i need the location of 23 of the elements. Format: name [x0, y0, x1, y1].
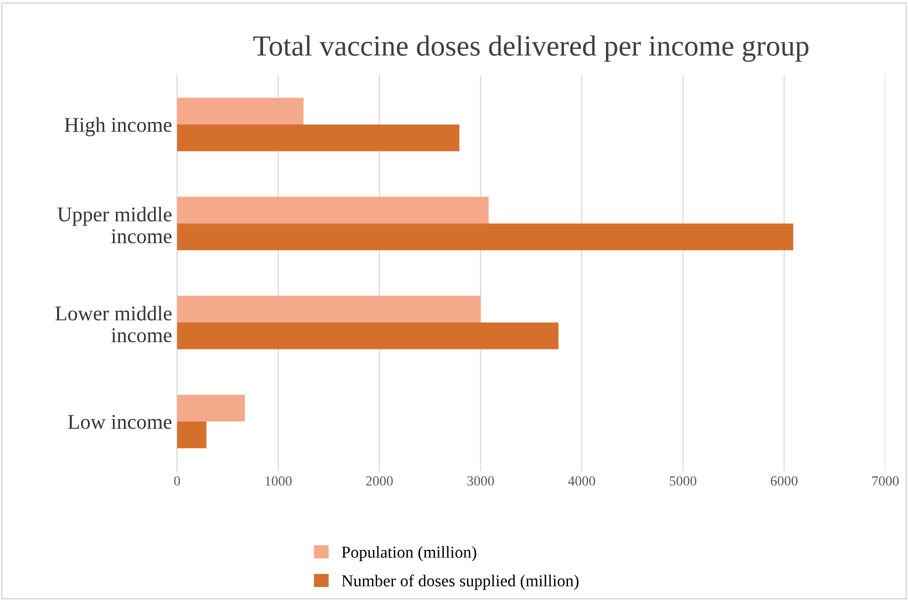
bar — [177, 296, 481, 322]
y-tick-label: Low income — [68, 414, 172, 429]
x-tick-label: 7000 — [872, 476, 899, 486]
bar — [177, 394, 245, 422]
chart-title: Total vaccine doses delivered per income group — [253, 35, 808, 62]
x-tick-label: 2000 — [366, 476, 393, 486]
legend-label: Number of doses supplied (million) — [342, 574, 579, 590]
bar — [177, 124, 460, 152]
x-tick-label: 6000 — [770, 476, 798, 486]
x-tick-label: 0 — [174, 476, 180, 486]
bar — [177, 322, 558, 350]
y-tick-label: Upper middle income — [58, 206, 172, 244]
x-tick-label: 1000 — [266, 476, 292, 486]
bar — [177, 422, 206, 448]
x-tick-label: 3000 — [467, 476, 494, 486]
y-tick-label: High income — [64, 117, 172, 136]
x-tick-label: 4000 — [568, 476, 596, 486]
x-tick-label: 5000 — [670, 476, 696, 486]
bar — [177, 98, 304, 124]
legend-label: Population (million) — [342, 546, 476, 562]
bar — [177, 196, 489, 224]
y-tick-label: Lower middle income — [55, 306, 172, 342]
bar — [177, 224, 794, 250]
